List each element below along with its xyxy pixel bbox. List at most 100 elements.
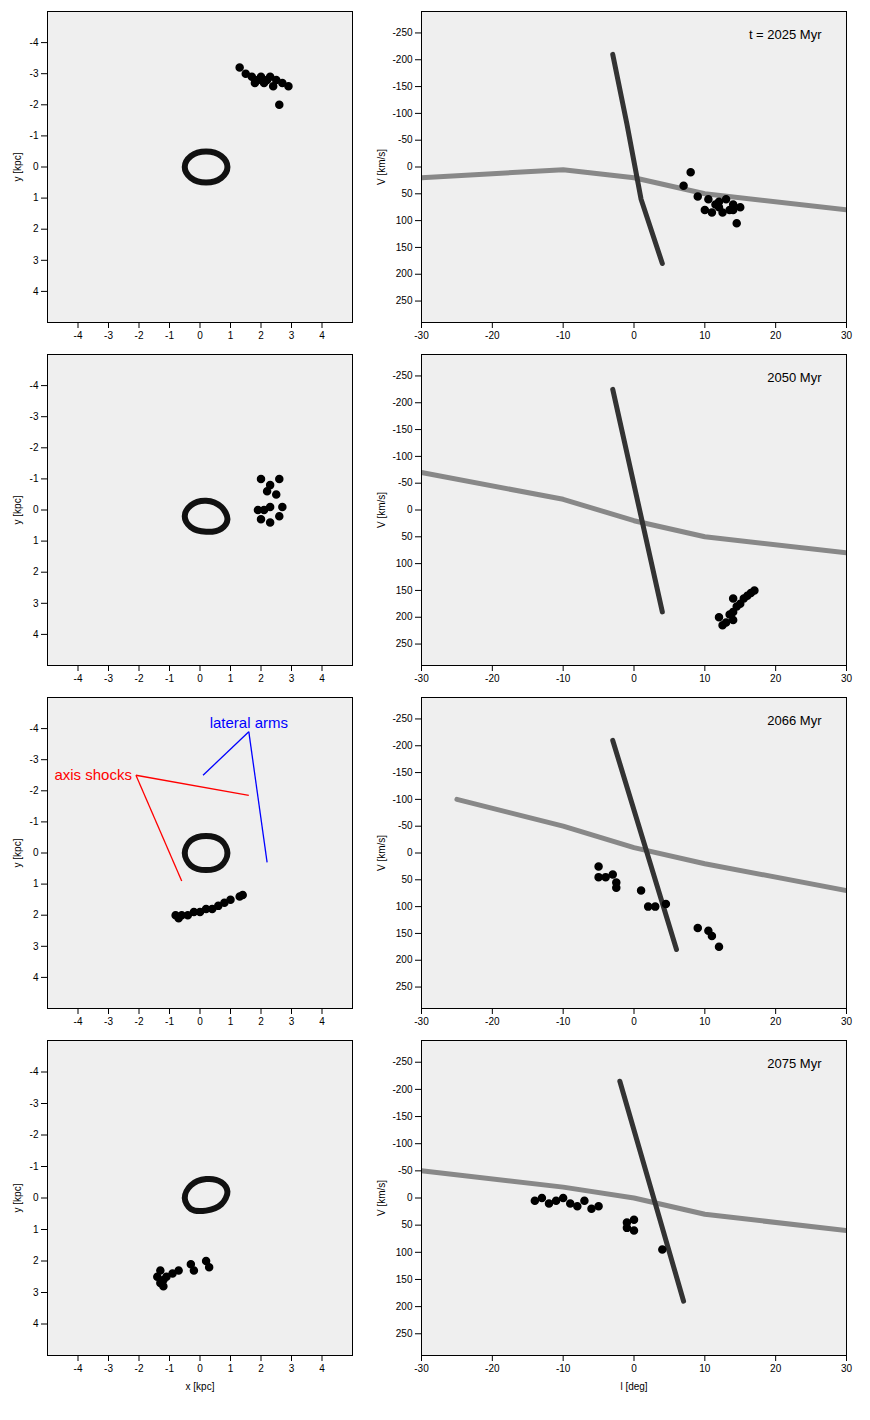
svg-text:2: 2 <box>258 1363 264 1374</box>
svg-text:-50: -50 <box>398 820 413 831</box>
svg-text:200: 200 <box>396 268 413 279</box>
svg-text:10: 10 <box>699 1016 711 1027</box>
svg-text:-4: -4 <box>74 1363 83 1374</box>
svg-text:-250: -250 <box>392 370 412 381</box>
svg-text:-150: -150 <box>392 424 412 435</box>
svg-text:2050 Myr: 2050 Myr <box>767 370 822 385</box>
svg-text:-200: -200 <box>392 1084 412 1095</box>
svg-text:-50: -50 <box>398 134 413 145</box>
svg-text:0: 0 <box>33 847 39 858</box>
svg-text:2: 2 <box>33 909 39 920</box>
svg-text:-4: -4 <box>30 37 39 48</box>
svg-text:100: 100 <box>396 558 413 569</box>
svg-text:250: 250 <box>396 295 413 306</box>
svg-text:0: 0 <box>631 330 637 341</box>
svg-text:3: 3 <box>33 598 39 609</box>
svg-text:150: 150 <box>396 928 413 939</box>
svg-text:-50: -50 <box>398 1165 413 1176</box>
svg-text:0: 0 <box>407 504 413 515</box>
svg-text:1: 1 <box>228 1016 234 1027</box>
svg-text:-2: -2 <box>135 1363 144 1374</box>
svg-text:100: 100 <box>396 901 413 912</box>
svg-text:200: 200 <box>396 611 413 622</box>
svg-text:1: 1 <box>33 535 39 546</box>
svg-text:50: 50 <box>401 1219 413 1230</box>
svg-text:250: 250 <box>396 981 413 992</box>
svg-text:-3: -3 <box>30 754 39 765</box>
svg-text:-200: -200 <box>392 740 412 751</box>
svg-text:-150: -150 <box>392 81 412 92</box>
svg-text:0: 0 <box>631 1363 637 1374</box>
svg-text:20: 20 <box>770 330 782 341</box>
svg-text:250: 250 <box>396 1328 413 1339</box>
svg-text:10: 10 <box>699 673 711 684</box>
svg-text:-10: -10 <box>556 1363 571 1374</box>
svg-text:0: 0 <box>33 161 39 172</box>
svg-text:0: 0 <box>197 673 203 684</box>
svg-text:-150: -150 <box>392 1111 412 1122</box>
svg-text:-2: -2 <box>30 1129 39 1140</box>
svg-text:y [kpc]: y [kpc] <box>12 152 23 181</box>
svg-text:y [kpc]: y [kpc] <box>12 1183 23 1212</box>
svg-text:150: 150 <box>396 585 413 596</box>
svg-text:-4: -4 <box>30 380 39 391</box>
svg-text:-1: -1 <box>30 816 39 827</box>
svg-text:-30: -30 <box>414 1016 429 1027</box>
svg-text:0: 0 <box>33 504 39 515</box>
svg-text:30: 30 <box>841 1363 853 1374</box>
svg-text:200: 200 <box>396 1301 413 1312</box>
svg-text:-250: -250 <box>392 1056 412 1067</box>
svg-text:-3: -3 <box>104 673 113 684</box>
svg-text:4: 4 <box>33 972 39 983</box>
svg-text:-50: -50 <box>398 477 413 488</box>
svg-text:t = 2025 Myr: t = 2025 Myr <box>749 27 822 42</box>
svg-text:200: 200 <box>396 954 413 965</box>
svg-text:x [kpc]: x [kpc] <box>186 1381 215 1392</box>
svg-text:-3: -3 <box>104 1363 113 1374</box>
svg-text:0: 0 <box>197 1016 203 1027</box>
svg-text:0: 0 <box>631 1016 637 1027</box>
svg-text:-1: -1 <box>165 1016 174 1027</box>
svg-text:4: 4 <box>33 629 39 640</box>
svg-text:0: 0 <box>407 1192 413 1203</box>
svg-text:V [km/s]: V [km/s] <box>376 149 387 185</box>
svg-text:30: 30 <box>841 330 853 341</box>
svg-text:y [kpc]: y [kpc] <box>12 838 23 867</box>
svg-text:lateral arms: lateral arms <box>210 714 288 731</box>
svg-text:0: 0 <box>631 673 637 684</box>
svg-text:l [deg]: l [deg] <box>620 1381 647 1392</box>
svg-text:2: 2 <box>258 330 264 341</box>
svg-text:1: 1 <box>228 1363 234 1374</box>
svg-text:50: 50 <box>401 531 413 542</box>
svg-text:100: 100 <box>396 1247 413 1258</box>
svg-text:-2: -2 <box>30 99 39 110</box>
svg-text:30: 30 <box>841 673 853 684</box>
svg-text:-3: -3 <box>104 1016 113 1027</box>
svg-text:100: 100 <box>396 215 413 226</box>
svg-text:0: 0 <box>407 847 413 858</box>
svg-text:150: 150 <box>396 1274 413 1285</box>
svg-text:-20: -20 <box>485 330 500 341</box>
svg-text:-100: -100 <box>392 794 412 805</box>
svg-text:-150: -150 <box>392 767 412 778</box>
svg-text:y [kpc]: y [kpc] <box>12 495 23 524</box>
svg-text:3: 3 <box>33 1287 39 1298</box>
svg-text:-2: -2 <box>135 330 144 341</box>
svg-text:-4: -4 <box>74 330 83 341</box>
svg-text:150: 150 <box>396 242 413 253</box>
svg-text:-20: -20 <box>485 673 500 684</box>
svg-text:0: 0 <box>407 161 413 172</box>
svg-text:-10: -10 <box>556 1016 571 1027</box>
svg-text:-4: -4 <box>74 673 83 684</box>
svg-text:-200: -200 <box>392 54 412 65</box>
svg-text:20: 20 <box>770 1016 782 1027</box>
svg-text:2075 Myr: 2075 Myr <box>767 1056 822 1071</box>
svg-text:1: 1 <box>228 673 234 684</box>
svg-text:-1: -1 <box>30 473 39 484</box>
svg-text:V [km/s]: V [km/s] <box>376 835 387 871</box>
svg-text:10: 10 <box>699 1363 711 1374</box>
svg-text:-1: -1 <box>30 1161 39 1172</box>
svg-text:4: 4 <box>33 286 39 297</box>
svg-text:3: 3 <box>289 1016 295 1027</box>
svg-text:2: 2 <box>258 673 264 684</box>
